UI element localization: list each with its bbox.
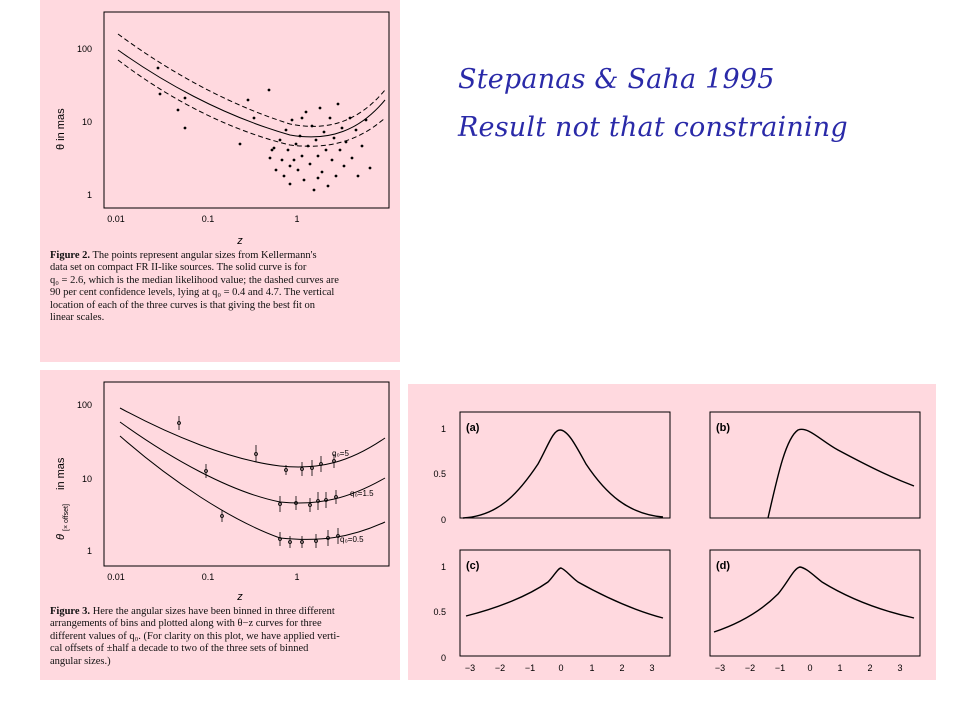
panel-c-y-tick-0: 0	[441, 653, 446, 663]
panel-c-x-tick: −1	[525, 663, 535, 673]
figure3-caption-label: Figure 3.	[50, 606, 91, 617]
panel-c-y-tick-05: 0.5	[433, 607, 446, 617]
figure-abcd-panel: (a) 1 0.5 0 (b) (c) 1 0.5 0 −3 −2 −1 0 1…	[408, 384, 936, 680]
figure2-frame	[103, 11, 390, 209]
figure2-solid-curve	[117, 49, 386, 138]
panel-d-x-tick: 0	[807, 663, 812, 673]
panel-c-x-tick: −3	[465, 663, 475, 673]
figure3-x-tick-01: 0.1	[202, 572, 215, 582]
figure2-caption-line: 90 per cent confidence levels, lying at …	[50, 287, 335, 299]
figure3-binned-points	[177, 416, 340, 548]
figure2-dashed-curve-upper	[117, 33, 386, 127]
figure3-frame	[103, 381, 390, 567]
panel-d-label: (d)	[716, 560, 730, 572]
figure3-y-tick-100: 100	[77, 400, 92, 410]
figure2-caption: Figure 2. The points represent angular s…	[50, 250, 395, 324]
panel-d-curve	[713, 566, 915, 633]
figure3-caption-line: cal offsets of ±half a decade to two of …	[50, 643, 309, 655]
figure3-y-tick-10: 10	[82, 474, 92, 484]
panel-c-x-tick: 1	[589, 663, 594, 673]
panel-c-curve	[465, 567, 664, 619]
figure3-plot: 100 10 1 0.01 0.1 1 z θ [× offset] in ma…	[55, 381, 390, 603]
figure3-caption-line: different values of q₀. (For clarity on …	[50, 630, 340, 642]
figure3-y-label: θ [× offset] in mas	[55, 457, 70, 540]
panel-d-x-tick: 3	[897, 663, 902, 673]
figure3-curve-q5	[119, 407, 386, 468]
figure2-x-tick-1: 1	[294, 214, 299, 224]
figure2-caption-line: data set on compact FR II-like sources. …	[50, 262, 307, 274]
panel-a-y-tick-0: 0	[441, 515, 446, 525]
panel-d-x-tick: −1	[775, 663, 785, 673]
figure2-y-tick-100: 100	[77, 44, 92, 54]
panel-d-x-tick: −2	[745, 663, 755, 673]
figure2-caption-line: location of each of the three curves is …	[50, 299, 316, 311]
figure3-y-label-main: θ	[55, 534, 67, 540]
slide-title-line-1: Stepanas & Saha 1995	[458, 64, 775, 95]
figure2-plot: 100 10 1 0.01 0.1 1 z θ in mas	[55, 11, 390, 247]
figure3-curve-q15	[119, 421, 386, 504]
figure3-curve-label-q15: q₀=1.5	[350, 489, 374, 498]
figure2-y-tick-1: 1	[87, 190, 92, 200]
figure3-caption-line: Here the angular sizes have been binned …	[90, 606, 335, 617]
panel-d-x-tick: 1	[837, 663, 842, 673]
panel-a-curve	[462, 429, 664, 519]
figure2-dashed-curve-lower	[117, 59, 386, 147]
panel-c-x-tick: −2	[495, 663, 505, 673]
panel-c-frame	[459, 549, 671, 657]
panel-a-y-tick-1: 1	[441, 424, 446, 434]
figure3-curve-label-q05: q₀=0.5	[340, 535, 364, 544]
panel-c-x-tick: 0	[558, 663, 563, 673]
figure-abcd-panel-b: (b)	[709, 411, 921, 519]
figure2-data-points	[156, 66, 372, 192]
figure2-caption-line: q₀ = 2.6, which is the median likelihood…	[50, 274, 339, 286]
figure3-curve-label-q5: q₀=5	[332, 449, 349, 458]
figure2-caption-label: Figure 2.	[50, 250, 91, 261]
panel-b-curve	[767, 428, 915, 519]
panel-c-x-tick: 3	[649, 663, 654, 673]
figure3-y-label-sub: [× offset]	[63, 504, 70, 531]
figure2-caption-line: linear scales.	[50, 312, 105, 324]
figure2-y-tick-10: 10	[82, 117, 92, 127]
figure3-curve-q05	[119, 435, 386, 540]
figure-abcd-panel-a: (a) 1 0.5 0	[433, 411, 671, 525]
panel-b-frame	[709, 411, 921, 519]
panel-d-x-tick: 2	[867, 663, 872, 673]
figure3-y-tick-1: 1	[87, 546, 92, 556]
panel-b-label: (b)	[716, 422, 730, 434]
panel-c-y-tick-1: 1	[441, 562, 446, 572]
figure2-caption-line: The points represent angular sizes from …	[90, 250, 317, 261]
panel-a-label: (a)	[466, 422, 480, 434]
figure3-caption: Figure 3. Here the angular sizes have be…	[50, 606, 395, 668]
figure-abcd-panel-c: (c) 1 0.5 0 −3 −2 −1 0 1 2 3	[433, 549, 671, 673]
figure3-caption-line: arrangements of bins and plotted along w…	[50, 618, 322, 630]
figure2-x-tick-001: 0.01	[107, 214, 125, 224]
panel-c-x-tick: 2	[619, 663, 624, 673]
figure3-x-label: z	[236, 591, 243, 603]
figure3-caption-line: angular sizes.)	[50, 655, 111, 667]
figure3-x-tick-1: 1	[294, 572, 299, 582]
slide-title-line-2: Result not that constraining	[458, 112, 848, 143]
figure2-y-label: θ in mas	[55, 108, 67, 150]
panel-a-frame	[459, 411, 671, 519]
figure2-x-tick-01: 0.1	[202, 214, 215, 224]
figure3-panel: 100 10 1 0.01 0.1 1 z θ [× offset] in ma…	[40, 370, 400, 680]
figure2-panel: 100 10 1 0.01 0.1 1 z θ in mas	[40, 0, 400, 362]
panel-d-frame	[709, 549, 921, 657]
figure2-x-label: z	[236, 235, 243, 247]
figure-abcd-plot: (a) 1 0.5 0 (b) (c) 1 0.5 0 −3 −2 −1 0 1…	[433, 411, 921, 673]
panel-d-x-tick: −3	[715, 663, 725, 673]
figure-abcd-panel-d: (d) −3 −2 −1 0 1 2 3	[709, 549, 921, 673]
figure3-x-tick-001: 0.01	[107, 572, 125, 582]
panel-a-y-tick-05: 0.5	[433, 469, 446, 479]
panel-c-label: (c)	[466, 560, 480, 572]
figure3-y-label-unit: in mas	[55, 457, 67, 490]
